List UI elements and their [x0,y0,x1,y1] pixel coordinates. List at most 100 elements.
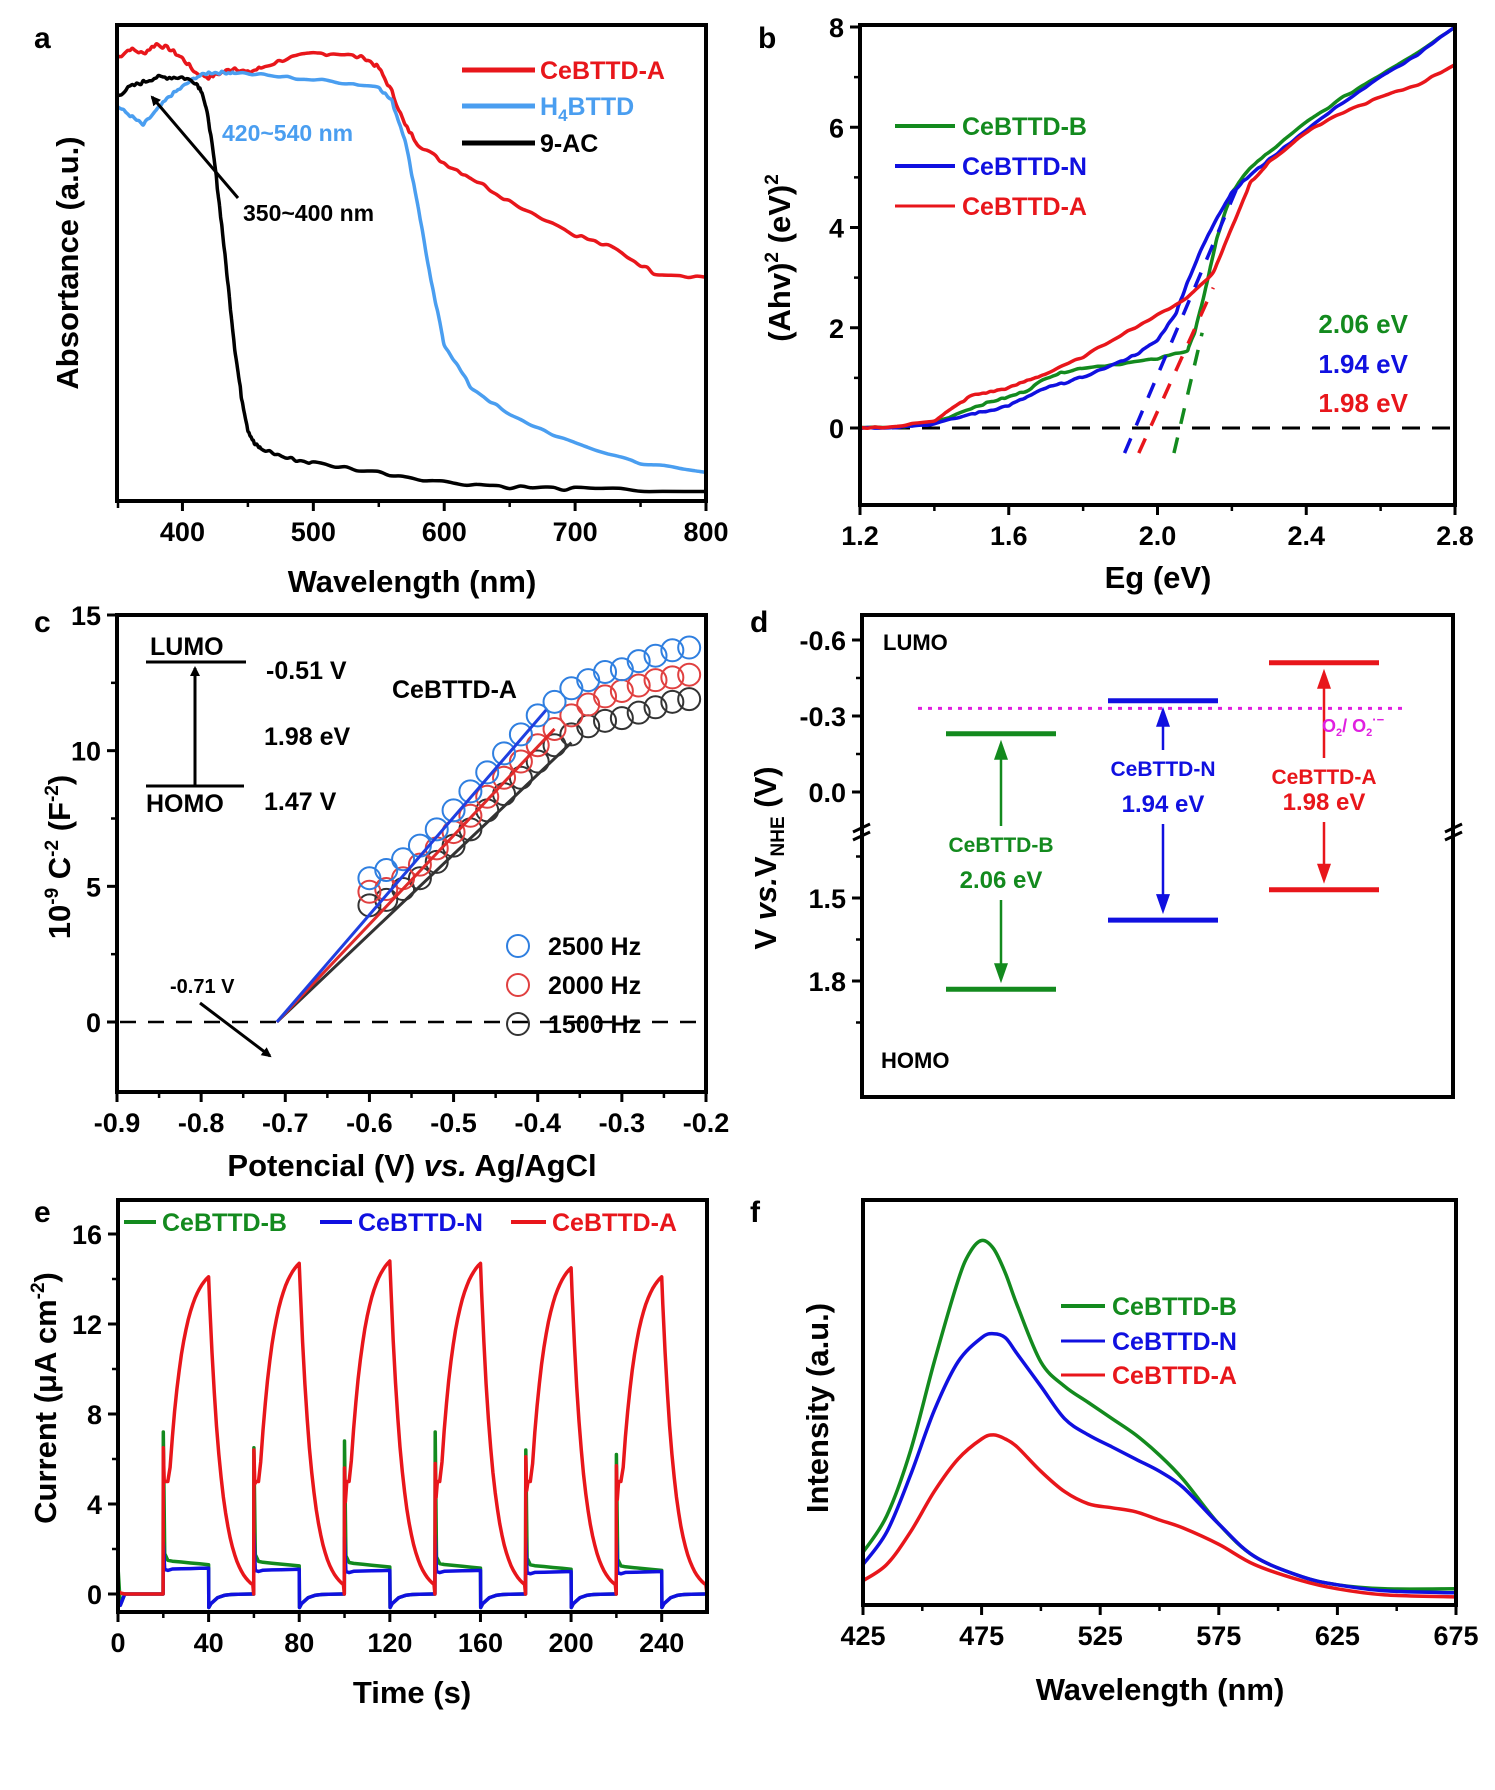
c-point-1500-hz [677,687,702,712]
d-y-tick-label: -0.3 [799,702,846,732]
c-x-axis-label: Potencial (V) vs. Ag/AgCl [227,1148,596,1183]
c-point-2500-hz [391,847,416,872]
c-legend-marker-2500 [506,934,530,958]
d-arrowhead-up-cebttd-a [1317,668,1331,689]
c-y-tick-label: 0 [86,1008,101,1038]
c-inset-lumo-label: LUMO [150,633,224,661]
panel-f-photoluminescence: 425 475 525 575 625 675 Wavelength (nm) Inten… [800,1198,1479,1707]
e-series-cebttd-b [116,1430,709,1610]
a-legend-label-9ac: 9-AC [540,130,598,158]
c-y-tick-label: 10 [71,737,101,767]
d-arrowhead-down-cebttd-n [1156,894,1170,915]
d-gap-label-cebttd-a: 1.98 eV [1283,789,1366,816]
f-curves [861,1238,1458,1599]
a-legend-label-cebttd-a: CeBTTD-A [540,57,665,85]
f-x-tick-label: 475 [959,1621,1004,1651]
c-legend-label-2000: 2000 Hz [548,972,641,1000]
c-point-2000-hz [492,765,517,790]
d-y-tick-label: 1.5 [808,884,846,914]
e-legend-label-cebttd-a: CeBTTD-A [552,1209,677,1237]
c-point-2500-hz [475,760,500,785]
e-curves [116,1259,709,1610]
e-x-tick-label: 240 [639,1628,684,1658]
d-arrowhead-up-cebttd-n [1156,706,1170,727]
b-gap-label-cebttd-n: 1.94 eV [1318,349,1408,379]
d-arrowhead-down-cebttd-b [994,963,1008,984]
b-gap-label-cebttd-b: 2.06 eV [1318,309,1408,339]
panel-e-photocurrent: 0 40 80 120 160 200 240 0 4 8 12 16 Time (s) Curren… [28,1198,709,1710]
e-x-tick-label: 0 [110,1628,125,1658]
b-x-tick-label: 2.0 [1139,521,1177,551]
c-point-2500-hz [593,659,618,684]
d-y-tick-label: 1.8 [808,967,846,997]
c-y-tick-label: 15 [71,601,101,631]
c-point-2500-hz [374,858,399,883]
d-material-label-cebttd-a: CeBTTD-A [1272,766,1377,789]
d-redox-label: O2/ O2·− [1322,712,1385,739]
e-y-tick-label: 16 [72,1220,102,1250]
c-x-tick-label: -0.7 [262,1108,309,1138]
f-legend-label-cebttd-n: CeBTTD-N [1112,1328,1237,1356]
c-axis-ticks: -0.9 -0.8 -0.7 -0.6 -0.5 -0.4 -0.3 -0.2 0 5 10 15 [71,601,729,1138]
b-y-tick-label: 8 [829,13,844,43]
c-point-2500-hz [559,676,584,701]
a-series-9-ac [115,73,708,494]
c-point-1500-hz [407,866,432,891]
c-point-2000-hz [407,852,432,877]
b-x-tick-label: 2.4 [1287,521,1325,551]
panel-label-d: d [750,606,768,639]
c-x-tick-label: -0.5 [430,1108,477,1138]
b-legend-label-cebttd-n: CeBTTD-N [962,153,1087,181]
b-y-tick-label: 4 [829,214,844,244]
c-y-axis-label: 10-9 C-2 (F-2) [42,775,77,939]
c-point-1500-hz [559,722,584,747]
c-point-1500-hz [374,887,399,912]
c-point-2000-hz [643,668,668,693]
b-x-axis-label: Eg (eV) [1105,560,1212,595]
e-legend-label-cebttd-b: CeBTTD-B [162,1209,287,1237]
d-marks: CeBTTD-B 2.06 eV CeBTTD-N 1.94 eV CeBTTD-A1.… [918,660,1408,992]
d-gap-label-cebttd-b: 2.06 eV [960,867,1043,894]
d-axis-break-right [1444,822,1463,842]
d-axis-break-left [852,822,871,842]
c-inset-band-diagram: LUMO HOMO -0.51 V 1.98 eV 1.47 V [146,633,351,818]
c-point-2000-hz [576,692,601,717]
c-point-2500-hz [576,668,601,693]
a-y-axis-label: Absortance (a.u.) [50,136,85,389]
f-x-tick-label: 575 [1196,1621,1241,1651]
c-fit-2000-hz [275,727,556,1024]
d-y-tick-label: 0.0 [808,778,846,808]
b-x-tick-label: 1.6 [990,521,1028,551]
b-legend-label-cebttd-a: CeBTTD-A [962,193,1087,221]
f-legend-label-cebttd-b: CeBTTD-B [1112,1293,1237,1321]
c-flatband-arrow-icon [199,1001,272,1058]
d-homo-label: HOMO [881,1048,949,1073]
e-legend: CeBTTD-B CeBTTD-N CeBTTD-A [124,1209,677,1237]
a-x-axis-label: Wavelength (nm) [288,564,537,599]
b-legend-label-cebttd-b: CeBTTD-B [962,113,1087,141]
f-x-tick-label: 675 [1433,1621,1478,1651]
c-point-2500-hz [677,635,702,660]
c-legend-marker-2000 [506,973,530,997]
c-point-2500-hz [660,638,685,663]
c-inset-lumo-value: -0.51 V [266,657,347,685]
c-point-1500-hz [643,695,668,720]
c-point-1500-hz [593,708,618,733]
a-x-ticks: 400 500 600 700 800 [116,501,729,547]
a-x-tick-label: 400 [160,517,205,547]
panel-label-b: b [758,22,776,55]
e-x-tick-label: 80 [284,1628,314,1658]
c-point-2000-hz [542,716,567,741]
b-fit-cebttd-b-fit [1172,332,1204,454]
c-point-2500-hz [643,643,668,668]
e-plot-frame [116,1198,709,1614]
e-x-tick-label: 40 [194,1628,224,1658]
b-series-cebttd-b [858,25,1457,430]
c-point-2000-hz [357,879,382,904]
e-x-axis-label: Time (s) [353,1675,471,1710]
f-plot-frame [861,1198,1458,1607]
c-point-2500-hz [492,741,517,766]
c-point-1500-hz [542,733,567,758]
c-marks [120,635,702,1024]
d-arrowhead-down-cebttd-a [1317,863,1331,884]
